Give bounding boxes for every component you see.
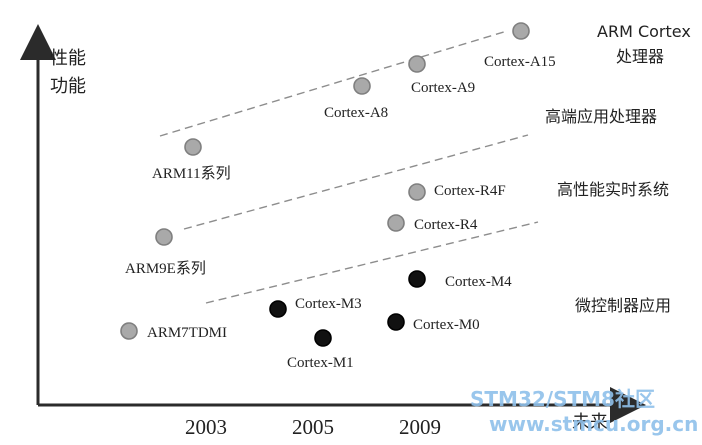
node-cortex-a9-label: Cortex-A9 [411,80,475,96]
node-cortex-m3-label: Cortex-M3 [295,296,362,312]
node-cortex-m0-label: Cortex-M0 [413,317,480,333]
axis-labels: 性能 功能 未来 [50,48,608,433]
node-arm11-label: ARM11系列 [152,165,231,182]
category-high-end: 高端应用处理器 [545,107,657,126]
node-cortex-a8-label: Cortex-A8 [324,105,388,121]
node-arm7tdmi-label: ARM7TDMI [147,325,227,341]
node-cortex-r4f-dot [408,183,426,201]
watermark-line1: STM32/STM8社区 [470,387,655,411]
node-cortex-a9-dot [408,55,426,73]
node-arm9e-dot [155,228,173,246]
node-cortex-r4f-label: Cortex-R4F [434,183,506,199]
year-labels: 2003 2005 2009 [185,415,441,439]
category-arm-cortex-line2: 处理器 [616,47,664,66]
separator-middle [183,134,529,230]
year-label-2003: 2003 [185,415,227,439]
node-cortex-a15-dot [512,22,530,40]
node-cortex-m1-dot [314,329,332,347]
category-arm-cortex-line1: ARM Cortex [597,22,691,41]
node-cortex-m4-label: Cortex-M4 [445,274,512,290]
category-labels: ARM Cortex 处理器 高端应用处理器 高性能实时系统 微控制器应用 [545,22,691,315]
separator-lines [159,30,539,304]
node-cortex-r4-label: Cortex-R4 [414,217,478,233]
node-cortex-a8-dot [353,77,371,95]
category-realtime: 高性能实时系统 [557,180,669,199]
node-cortex-m0-dot [387,313,405,331]
separator-bottom [205,221,539,304]
node-cortex-m1-label: Cortex-M1 [287,355,354,371]
node-arm11-dot [184,138,202,156]
watermark-group: STM32/STM8社区 www.stmcu.org.cn [470,387,698,436]
category-microcontroller: 微控制器应用 [575,296,671,315]
node-arm7tdmi-dot [120,322,138,340]
watermark-line2: www.stmcu.org.cn [489,412,698,436]
node-arm9e-label: ARM9E系列 [125,260,206,277]
node-cortex-m3-dot [269,300,287,318]
year-label-2009: 2009 [399,415,441,439]
processor-nodes: ARM7TDMI ARM9E系列 ARM11系列 Cortex-A8 Corte… [120,22,556,371]
year-label-2005: 2005 [292,415,334,439]
node-cortex-r4-dot [387,214,405,232]
node-cortex-a15-label: Cortex-A15 [484,54,556,70]
x-axis-label: 未来 [572,412,608,433]
axes-group [20,24,646,423]
y-axis-label-line1: 性能 [50,48,86,69]
separator-top [159,30,508,137]
y-axis-label-line2: 功能 [50,76,86,97]
node-cortex-m4-dot [408,270,426,288]
